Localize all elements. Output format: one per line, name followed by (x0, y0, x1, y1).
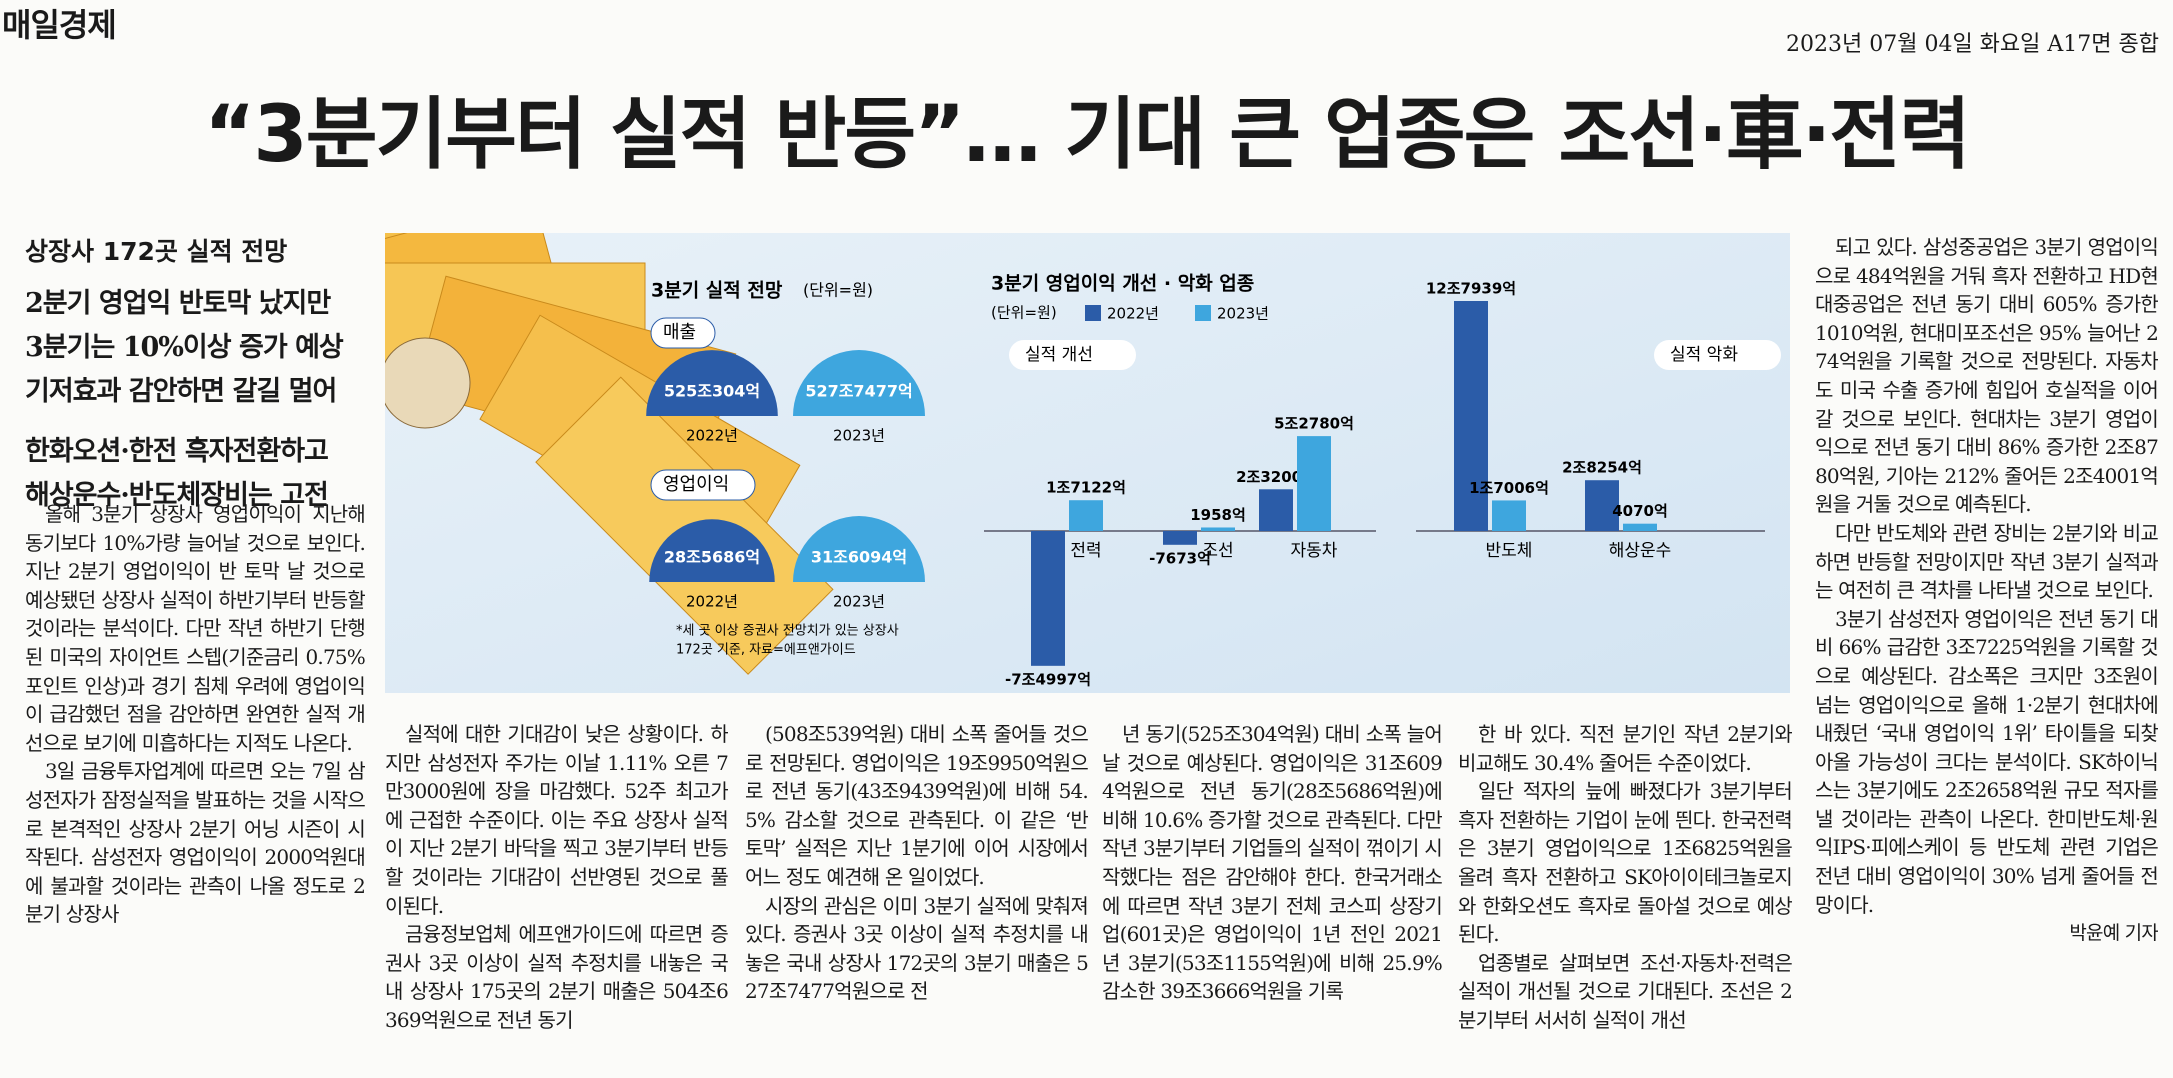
byline: 박윤예 기자 (2069, 922, 2158, 945)
value-label: 1958억 (1190, 506, 1246, 524)
masthead: 매일경제 (2, 6, 117, 44)
paragraph: 3분기 삼성전자 영업이익은 전년 동기 대비 66% 급감한 3조7225억원… (1815, 606, 2158, 917)
paragraph: 년 동기(525조304억원) 대비 소폭 늘어날 것으로 예상된다. 영업이익… (1102, 722, 1442, 1004)
dateline: 2023년 07월 04일 화요일 A17면 종합 (1786, 32, 2159, 57)
chart-unit: (단위=원) (991, 304, 1057, 322)
value-label: 12조7939억 (1426, 280, 1516, 298)
year-label: 2023년 (833, 427, 885, 445)
category-label: 조선 (1202, 541, 1233, 561)
bar (1585, 480, 1619, 531)
value-label: 4070억 (1612, 502, 1668, 520)
portrait (385, 337, 471, 429)
bar (1201, 527, 1235, 531)
paragraph: 3일 금융투자업계에 따르면 오는 7일 삼성전자가 잠정실적을 발표하는 것을… (25, 759, 365, 927)
paragraph: 일단 적자의 늪에 빠졌다가 3분기부터 흑자 전환하는 기업이 눈에 띈다. … (1458, 779, 1792, 947)
bar (1069, 500, 1103, 531)
text-column: 올해 3분기 상장사 영업이익이 지난해 동기보다 10%가량 늘어날 것으로 … (25, 500, 365, 1078)
value-label: 1조7122억 (1046, 479, 1126, 497)
category-label: 전력 (1070, 541, 1101, 561)
text-column: (508조539억원) 대비 소폭 줄어들 것으로 전망된다. 영업이익은 19… (745, 720, 1088, 1078)
text-column: 한 바 있다. 직전 분기인 작년 2분기와 비교해도 30.4% 줄어든 수준… (1458, 720, 1792, 1078)
subhead-line: 기저효과 감안하면 갈길 멀어 (25, 376, 337, 407)
note: *세 곳 이상 증권사 전망치가 있는 상장사 (676, 624, 899, 639)
bar (1163, 531, 1197, 545)
value-label: 2조3200억 (1236, 468, 1316, 486)
semicircle (793, 516, 925, 582)
infographic: 3분기 실적 전망 (단위=원) 매출 525조304억 2022년 527조7477억 2… (385, 233, 1790, 693)
semicircle-label: 525조304억 (664, 382, 760, 401)
text-column: 실적에 대한 기대감이 낮은 상황이다. 하지만 삼성전자 주가는 이날 1.1… (385, 720, 728, 1078)
bar (1454, 301, 1488, 531)
paragraph: 되고 있다. 삼성중공업은 3분기 영업이익으로 484억원을 거둬 흑자 전환… (1815, 235, 2158, 517)
chart-title: 3분기 영업이익 개선 · 악화 업종 (991, 273, 1254, 295)
paragraph: 업종별로 살펴보면 조선·자동차·전력은 실적이 개선될 것으로 기대된다. 조… (1458, 950, 1792, 1032)
legend-label: 2023년 (1217, 305, 1269, 323)
semicircle (649, 519, 775, 582)
kicker: 상장사 172곳 실적 전망 (25, 237, 288, 266)
value-label: -7673억 (1149, 549, 1211, 567)
paragraph: (508조539억원) 대비 소폭 줄어들 것으로 전망된다. 영업이익은 19… (745, 722, 1088, 889)
bar (1492, 500, 1526, 531)
group-label: 실적 개선 (1025, 345, 1093, 365)
paragraph: 한 바 있다. 직전 분기인 작년 2분기와 비교해도 30.4% 줄어든 수준… (1458, 722, 1792, 775)
year-label: 2022년 (686, 427, 738, 445)
subhead-line: 한화오션·한전 흑자전환하고 (25, 436, 329, 467)
category-label: 해상운수 (1609, 541, 1672, 561)
paragraph: 실적에 대한 기대감이 낮은 상황이다. 하지만 삼성전자 주가는 이날 1.1… (385, 722, 728, 918)
text-column: 년 동기(525조304억원) 대비 소폭 늘어날 것으로 예상된다. 영업이익… (1102, 720, 1442, 1078)
panel-label: 매출 (663, 322, 696, 343)
legend-swatch (1195, 305, 1211, 321)
banknote-fan (385, 233, 834, 675)
category-label: 자동차 (1291, 541, 1338, 561)
value-label: 1조7006억 (1469, 479, 1549, 497)
semicircle (646, 350, 778, 416)
bar (1623, 523, 1657, 531)
semicircle-label: 31조6094억 (811, 548, 907, 567)
headline: “3분기부터 실적 반등”… 기대 큰 업종은 조선·車·전력 (204, 90, 1971, 180)
value-label: -7조4997억 (1005, 670, 1091, 688)
paragraph: 다만 반도체와 관련 장비는 2분기와 비교하면 반등할 전망이지만 작년 3분… (1815, 520, 2158, 603)
semicircle-label: 527조7477억 (805, 382, 912, 401)
group-label: 실적 악화 (1670, 345, 1738, 365)
forecast-title: 3분기 실적 전망 (651, 280, 783, 302)
legend-swatch (1085, 305, 1101, 321)
bar (1031, 531, 1065, 666)
group-pill (1009, 340, 1136, 370)
paragraph: 금융정보업체 에프앤가이드에 따르면 증권사 3곳 이상이 실적 추정치를 내놓… (385, 922, 728, 1032)
bar (1297, 436, 1331, 531)
subhead-line: 해상운수·반도체장비는 고전 (25, 480, 329, 511)
note: 172곳 기준, 자료=에프앤가이드 (676, 643, 856, 658)
pill (650, 317, 716, 349)
forecast-unit: (단위=원) (803, 281, 873, 300)
legend-label: 2022년 (1107, 305, 1159, 323)
semicircle-label: 28조5686억 (664, 548, 760, 567)
group-pill (1654, 340, 1781, 370)
year-label: 2023년 (833, 593, 885, 611)
text-column: 되고 있다. 삼성중공업은 3분기 영업이익으로 484억원을 거둬 흑자 전환… (1815, 233, 2158, 1078)
subhead-line: 3분기는 10%이상 증가 예상 (25, 332, 344, 363)
panel-label: 영업이익 (663, 474, 729, 495)
paragraph: 올해 3분기 상장사 영업이익이 지난해 동기보다 10%가량 늘어날 것으로 … (25, 502, 365, 755)
category-label: 반도체 (1486, 541, 1533, 561)
subheads: 상장사 172곳 실적 전망 2분기 영업익 반토막 났지만 3분기는 10%이상… (25, 232, 370, 534)
value-label: 5조2780억 (1274, 415, 1354, 433)
value-label: 2조8254억 (1562, 459, 1642, 477)
subhead-line: 2분기 영업익 반토막 났지만 (25, 288, 331, 319)
bar (1259, 489, 1293, 531)
semicircle (793, 350, 925, 416)
paragraph: 시장의 관심은 이미 3분기 실적에 맞춰져 있다. 증권사 3곳 이상이 실적… (745, 893, 1088, 1004)
pill (650, 469, 756, 501)
year-label: 2022년 (686, 593, 738, 611)
